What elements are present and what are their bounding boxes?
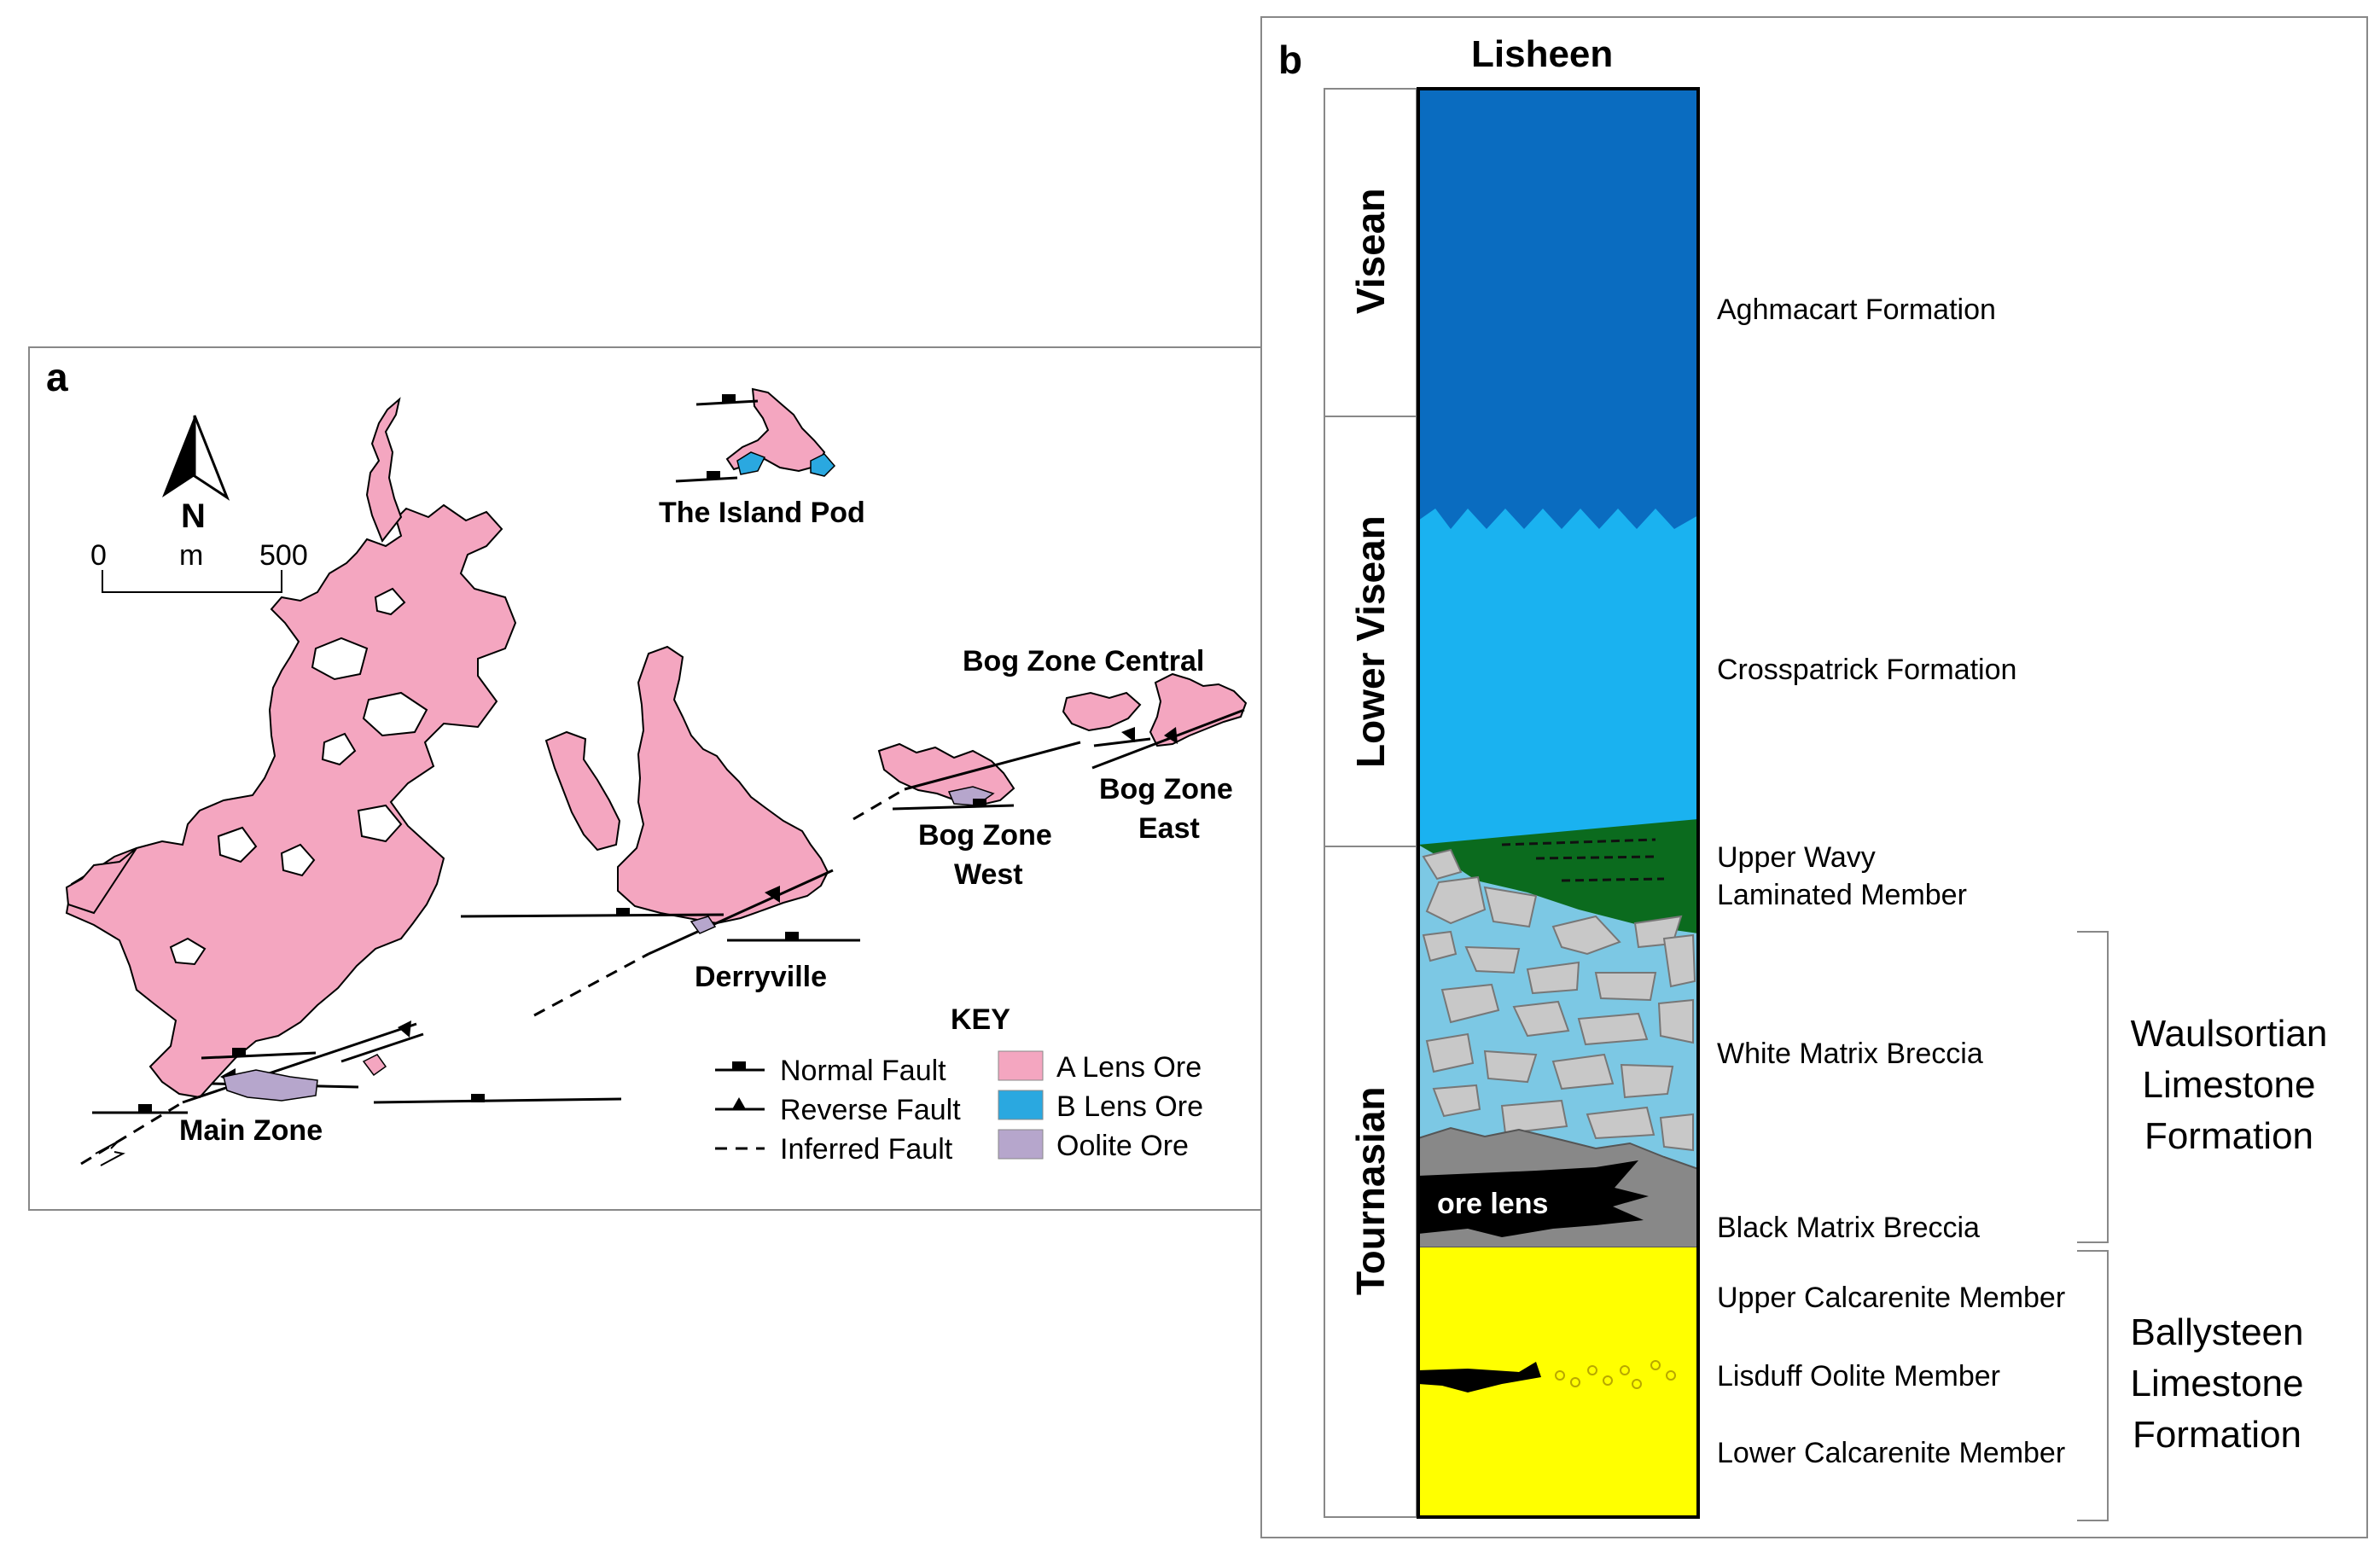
key-reverse-fault: Reverse Fault: [780, 1094, 961, 1126]
panel-b-letter: b: [1278, 38, 1302, 82]
ooids: [1555, 1360, 1676, 1389]
bog-zone-east-a-lens-ore: [1149, 672, 1248, 747]
unit-white-matrix: White Matrix Breccia: [1717, 1038, 1983, 1070]
strat-column-outline: [1417, 87, 1700, 1519]
waulsortian-3: Formation: [2144, 1115, 2313, 1157]
scale-start: 0: [90, 539, 107, 572]
age-column: [1324, 88, 1417, 1518]
island-pod-a-lens-ore: [725, 387, 826, 473]
key-a-lens: A Lens Ore: [1056, 1051, 1202, 1084]
shear-sense-icon: [95, 1141, 125, 1166]
key-oolite: Oolite Ore: [1056, 1130, 1189, 1162]
derryville-oolite-ore: [690, 916, 717, 934]
layer-aghmacart: [1418, 89, 1698, 549]
label-bog-east-2: East: [1138, 812, 1200, 845]
bog-zone-west-a-lens-ore: [877, 742, 1015, 807]
ore-lens: [1418, 1160, 1649, 1237]
ballysteen-2: Limestone: [2130, 1363, 2303, 1404]
label-main-zone: Main Zone: [179, 1114, 323, 1147]
label-bog-central: Bog Zone Central: [963, 645, 1204, 677]
age-lower-visean: Lower Visean: [1348, 515, 1393, 768]
layer-crosspatrick: [1418, 509, 1698, 845]
unit-upper-wavy-1: Upper Wavy: [1717, 841, 1876, 874]
bog-zone-central-a-lens-ore: [1062, 691, 1142, 732]
unit-lower-calc: Lower Calcarenite Member: [1717, 1437, 2065, 1469]
unit-black-matrix: Black Matrix Breccia: [1717, 1212, 1980, 1244]
column-title: Lisheen: [1471, 33, 1613, 75]
label-derryville: Derryville: [695, 961, 827, 993]
key-b-lens: B Lens Ore: [1056, 1090, 1203, 1123]
waulsortian-1: Waulsortian: [2131, 1013, 2328, 1055]
island-pod-b-lens-ore: [736, 451, 766, 475]
unit-aghmacart: Aghmacart Formation: [1717, 294, 1996, 326]
north-arrow-icon: N: [162, 415, 230, 535]
strat-column: ore lens: [1417, 87, 1700, 1519]
ballysteen-3: Formation: [2133, 1414, 2301, 1456]
panel-b-frame: [1260, 16, 2368, 1538]
unit-upper-calc: Upper Calcarenite Member: [1717, 1282, 2065, 1314]
panel-a-frame: [28, 346, 1261, 1211]
scale-bar: 0 m 500: [90, 539, 308, 593]
key-title: KEY: [951, 1003, 1010, 1036]
label-bog-east-1: Bog Zone: [1099, 773, 1233, 805]
formation-brackets: [2077, 931, 2109, 1521]
main-zone-tendril: [365, 397, 403, 543]
scale-unit: m: [179, 539, 203, 572]
north-label: N: [181, 497, 206, 535]
formation-labels: Waulsortian Limestone Formation Ballyste…: [2130, 1013, 2327, 1456]
lisduff-oolite-lens: [1418, 1362, 1541, 1392]
upper-wavy-dashes: [1501, 838, 1665, 882]
waulsortian-2: Limestone: [2142, 1064, 2315, 1106]
derryville-west-lobe: [544, 730, 621, 852]
main-zone-holes: [169, 587, 428, 966]
layer-upper-wavy: [1418, 819, 1698, 933]
ballysteen-1: Ballysteen: [2130, 1311, 2303, 1353]
scale-end: 500: [259, 539, 308, 572]
unit-upper-wavy-2: Laminated Member: [1717, 879, 1967, 911]
label-island-pod: The Island Pod: [659, 497, 865, 529]
unit-lisduff: Lisduff Oolite Member: [1717, 1360, 2000, 1392]
unit-crosspatrick: Crosspatrick Formation: [1717, 654, 2016, 686]
main-zone-oolite-ore: [223, 1069, 318, 1102]
panel-a: a N 0 m 500: [28, 346, 1261, 1211]
age-tournasian: Tournasian: [1348, 1086, 1393, 1295]
label-bog-west-2: West: [954, 858, 1023, 891]
derryville-a-lens-ore: [617, 645, 829, 925]
key-inferred-fault: Inferred Fault: [780, 1133, 953, 1166]
main-zone-a-lens-ore: [65, 503, 517, 1099]
label-bog-west-1: Bog Zone: [918, 819, 1052, 852]
map-key: KEY Normal Fault Reverse Fault Inferred …: [715, 1003, 1203, 1166]
panel-b: b Lisheen Visean Lower Visean Tournasian: [1260, 16, 2368, 1538]
key-normal-fault: Normal Fault: [780, 1055, 946, 1087]
island-pod-b-lens-ore-2: [810, 453, 836, 477]
age-visean: Visean: [1348, 189, 1393, 314]
ore-lens-label: ore lens: [1437, 1188, 1548, 1220]
main-zone-west-lobe: [65, 847, 137, 915]
main-zone-pink-blob: [362, 1054, 387, 1077]
panel-a-letter: a: [46, 355, 68, 399]
